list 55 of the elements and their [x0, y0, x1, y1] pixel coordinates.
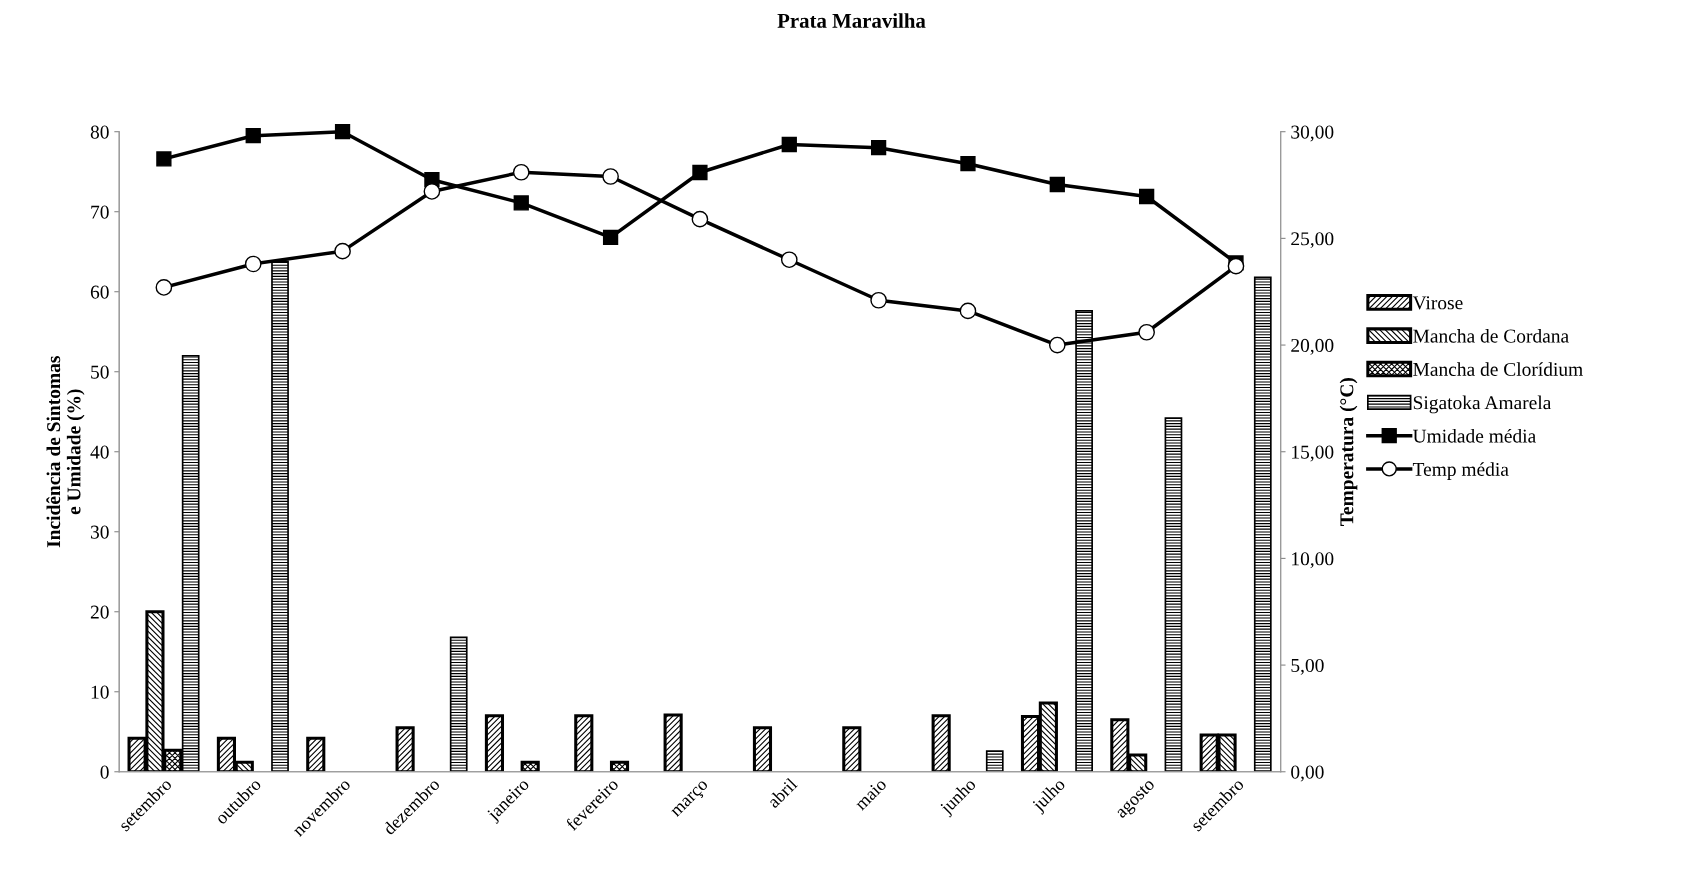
y-tick-label: 80: [90, 125, 109, 139]
point: [602, 229, 619, 245]
y-tick-label: 20: [90, 605, 109, 619]
legend-label: Sigatoka Amarela: [1413, 395, 1552, 414]
legend-label: Virose: [1412, 296, 1463, 310]
point: [1139, 188, 1155, 205]
point: [334, 124, 351, 140]
y2-tick-label: 30,00: [1291, 125, 1334, 142]
y-tick-label: 70: [91, 205, 109, 219]
y-tick-label: 50: [91, 365, 109, 379]
point: [780, 251, 798, 269]
legend-label: Mancha de Cordana: [1413, 328, 1569, 343]
point: [959, 302, 977, 320]
y2-tick-label: 15,00: [1292, 445, 1334, 462]
x-tick-label: abril: [766, 776, 798, 809]
legend-label: Temp média: [1412, 462, 1509, 480]
point: [691, 210, 709, 228]
x-tick-label: maio: [853, 777, 888, 811]
point: [1227, 257, 1245, 275]
point: [781, 136, 797, 153]
y2-tick-label: 20,00: [1291, 338, 1334, 355]
bar: [985, 750, 1004, 772]
point: [334, 242, 351, 260]
y-tick-label: 0: [100, 765, 109, 779]
point: [244, 255, 262, 273]
y2-tick-label: 5,00: [1291, 658, 1324, 675]
bar: [1253, 276, 1272, 772]
point: [423, 183, 441, 200]
point: [870, 291, 887, 309]
legend-label: Umidade média: [1412, 428, 1536, 443]
bar: [1164, 417, 1183, 772]
point: [1048, 336, 1066, 354]
point: [1138, 323, 1155, 341]
point: [512, 163, 530, 181]
point: [513, 195, 529, 211]
point: [1049, 176, 1065, 193]
y-tick-label: 40: [90, 445, 109, 459]
legend-label: Mancha de Clorídium: [1413, 362, 1583, 376]
point: [155, 279, 173, 296]
y-tick-label: 30: [90, 525, 109, 539]
y-tick-label: 10: [91, 685, 109, 699]
point: [156, 151, 172, 167]
point: [602, 168, 619, 185]
point: [245, 128, 261, 144]
y-tick-label: 60: [90, 285, 109, 299]
point: [870, 140, 887, 156]
y2-tick-label: 25,00: [1291, 232, 1334, 249]
bar: [449, 636, 468, 772]
y2-tick-label: 10,00: [1292, 552, 1334, 569]
y2-tick-label: 0,00: [1291, 765, 1324, 782]
point: [960, 156, 976, 172]
y2-axis-title: Temperatura (°C): [1339, 378, 1358, 526]
point: [692, 164, 708, 181]
y-axis-title: Incidência de Sintomas e Umidade (%): [46, 356, 85, 548]
chart-title: Prata Maravilha: [777, 13, 926, 28]
